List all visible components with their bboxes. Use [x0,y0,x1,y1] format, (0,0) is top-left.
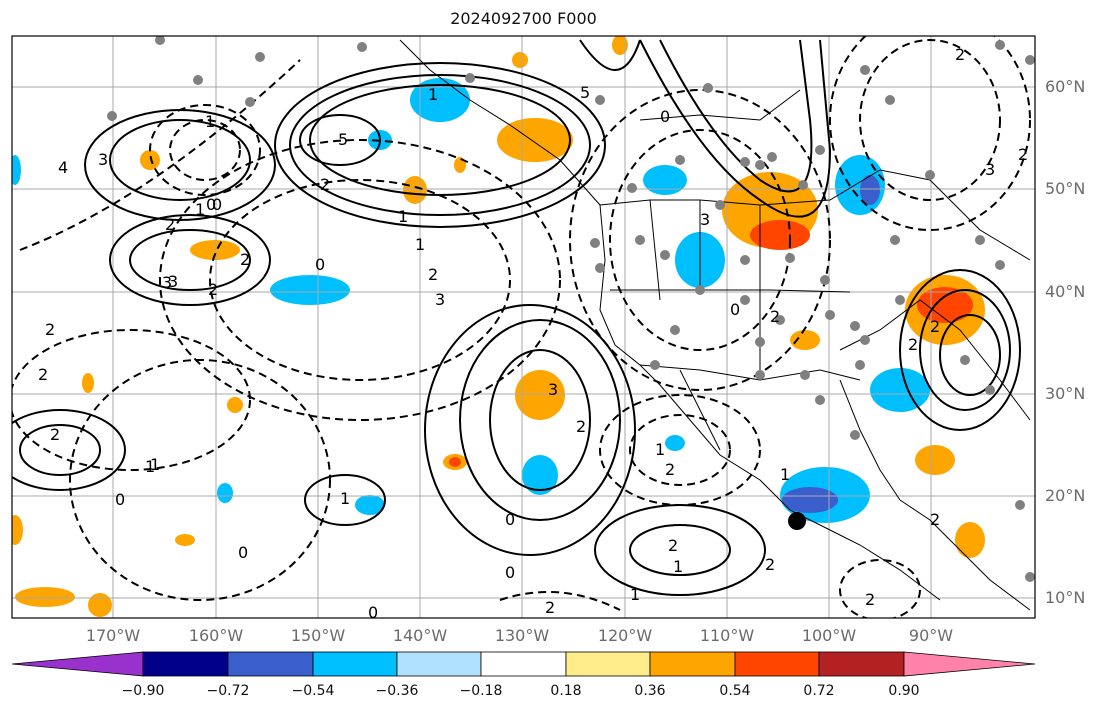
contour-label: 2 [908,335,918,354]
colorbar-segment-5 [480,651,567,677]
contour-label: 2 [770,307,780,326]
contour-label: 3 [548,380,558,399]
anomaly-shading [12,36,985,617]
lon-label-150w: 150°W [290,626,346,645]
contour-label: 5 [580,83,590,102]
dashed-contours [12,36,1031,618]
contour-label: 2 [320,175,330,194]
colorbar-segment-10 [903,651,1036,677]
contour-label: 1 [398,207,408,226]
colorbar-tick: −0.18 [459,683,503,699]
contour-label: 1 [205,112,215,131]
lon-label-90w: 90°W [908,626,954,645]
contour-label: 3 [162,273,172,292]
colorbar-segment-7 [649,651,736,677]
contour-label: 0 [730,300,740,319]
contour-label: 2 [165,215,175,234]
contour-label: 0 [505,563,515,582]
lon-label-160w: 160°W [188,626,244,645]
colorbar-tick: −0.54 [291,683,335,699]
contour-label: 1 [630,585,640,604]
colorbar-segment-9 [818,651,905,677]
contour-labels: 5 2 1 0 2 3 2 5 2 1 3 2 0 1 2 1 2 3 2 0 … [50,83,940,604]
contour-label: 0 [505,510,515,529]
colorbar-tick: 0.90 [888,683,920,699]
contour-label: 2 [930,317,940,336]
contour-label: 1 [655,440,665,459]
colorbar-segment-4 [396,651,482,677]
contour-label: 1 [145,457,155,476]
colorbar-tick: 0.36 [634,683,666,699]
contour-label: 2 [930,510,940,529]
contour-label: 0 [212,195,222,214]
lon-label-140w: 140°W [392,626,448,645]
colorbar-tick: −0.36 [375,683,419,699]
lat-label-20n: 20°N [1045,486,1086,505]
map-title: 2024092700 F000 [450,9,597,28]
contour-label: 0 [238,543,248,562]
colorbar-segment-3 [312,651,398,677]
contour-label: 2 [428,265,438,284]
contour-label: 2 [545,598,555,617]
contour-label: 2 [955,45,965,64]
contour-label: 0 [206,195,216,214]
contour-label: 5 [338,130,348,149]
contour-label: 1 [150,455,160,474]
contour-label: 2 [38,365,48,384]
dashed-contour-labels: 0 4 3 2 1 0 2 3 2 0 2 3 2 2 1 2 2 1 0 0 … [38,45,1028,622]
contour-label: 2 [865,590,875,609]
colorbar [11,651,1036,677]
contour-label: 1 [415,235,425,254]
highlight-station-marker [788,512,806,530]
lon-label-130w: 130°W [494,626,550,645]
contour-label: 3 [435,290,445,309]
contour-label: 1 [428,85,438,104]
contour-label: 3 [700,210,710,229]
lat-label-30n: 30°N [1045,384,1086,403]
contour-label: 4 [58,158,68,177]
contour-label: 2 [208,280,218,299]
contour-label: 2 [50,425,60,444]
contour-label: 2 [668,536,678,555]
contour-label: 2 [1018,145,1028,164]
colorbar-segment-2 [227,651,314,677]
contour-label: 1 [195,200,205,219]
lat-label-60n: 60°N [1045,77,1086,96]
lon-label-100w: 100°W [801,626,857,645]
contour-label: 0 [115,490,125,509]
colorbar-segment-1 [142,651,229,677]
map-frame [11,35,1036,619]
colorbar-segment-8 [734,651,820,677]
contour-label: 3 [985,160,995,179]
contour-label: 0 [315,255,325,274]
contour-label: 1 [780,465,790,484]
contour-label: 2 [45,320,55,339]
colorbar-tick: 0.72 [803,683,835,699]
colorbar-tick: −0.72 [206,683,250,699]
lat-label-40n: 40°N [1045,282,1086,301]
station-dots [107,36,1035,582]
contour-label: 2 [665,460,675,479]
lat-label-50n: 50°N [1045,179,1086,198]
contour-label: 1 [673,557,683,576]
contour-label: 0 [368,603,378,622]
colorbar-tick: −0.90 [121,683,165,699]
colorbar-tick: 0.18 [550,683,582,699]
contour-label: 2 [576,417,586,436]
contour-label: 2 [765,555,775,574]
contour-label: 2 [240,250,250,269]
contour-label: 0 [660,107,670,126]
lon-label-120w: 120°W [597,626,653,645]
colorbar-tick: 0.54 [719,683,751,699]
colorbar-segment-6 [565,651,651,677]
contour-label: 3 [98,150,108,169]
colorbar-segment-0 [11,651,144,677]
lon-label-170w: 170°W [85,626,141,645]
lat-label-10n: 10°N [1045,588,1086,607]
contour-label: 3 [168,272,178,291]
contour-label: 1 [340,489,350,508]
lon-label-110w: 110°W [699,626,755,645]
